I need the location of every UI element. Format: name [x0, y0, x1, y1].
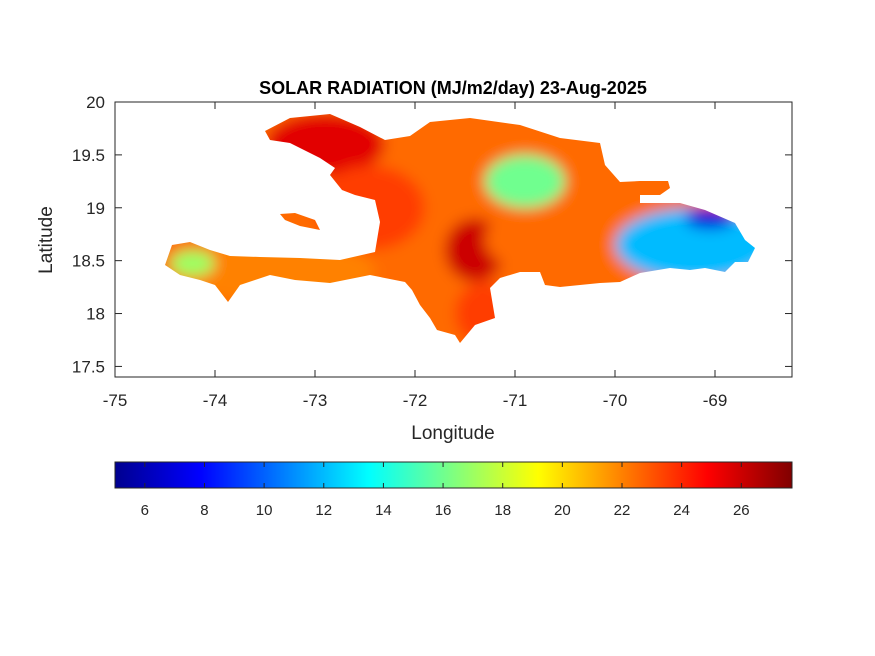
- colorbar-tick-label: 22: [614, 502, 631, 519]
- colorbar: [114, 461, 793, 489]
- x-tick-label: -72: [403, 391, 428, 410]
- heatmap-cell-cibao-valley: [485, 154, 565, 208]
- heatmap-cell-cordillera-central: [485, 207, 585, 272]
- y-tick-label: 19: [86, 199, 105, 218]
- colorbar-tick-label: 16: [435, 502, 452, 519]
- colorbar-tick-label: 8: [200, 502, 208, 519]
- chart-title: SOLAR RADIATION (MJ/m2/day) 23-Aug-2025: [259, 78, 647, 98]
- colorbar-tick-label: 10: [256, 502, 273, 519]
- y-tick-label: 18.5: [72, 252, 105, 271]
- y-axis-label: Latitude: [36, 206, 57, 274]
- y-tick-label: 18: [86, 305, 105, 324]
- heatmap-cell-tiburon-west-tip: [170, 250, 215, 277]
- colorbar-ticks: 6 8 10 12 14 16 18 20 22 24 26: [141, 462, 750, 519]
- x-axis-label: Longitude: [411, 423, 494, 444]
- x-tick-label: -75: [103, 391, 128, 410]
- colorbar-tick-label: 12: [315, 502, 332, 519]
- y-axis: 17.5 18 18.5 19 19.5 20: [72, 93, 792, 376]
- colorbar-tick-label: 24: [673, 502, 690, 519]
- x-tick-label: -73: [303, 391, 328, 410]
- x-tick-label: -74: [203, 391, 228, 410]
- colorbar-tick-label: 26: [733, 502, 750, 519]
- x-tick-label: -69: [703, 391, 728, 410]
- x-tick-label: -71: [503, 391, 528, 410]
- x-axis: -75 -74 -73 -72 -71 -70 -69: [103, 102, 728, 410]
- colorbar-tick-label: 14: [375, 502, 392, 519]
- colorbar-tick-label: 20: [554, 502, 571, 519]
- y-tick-label: 19.5: [72, 146, 105, 165]
- y-tick-label: 20: [86, 93, 105, 112]
- y-tick-label: 17.5: [72, 357, 105, 376]
- colorbar-tick-label: 6: [141, 502, 149, 519]
- colorbar-tick-label: 18: [494, 502, 511, 519]
- x-tick-label: -70: [603, 391, 628, 410]
